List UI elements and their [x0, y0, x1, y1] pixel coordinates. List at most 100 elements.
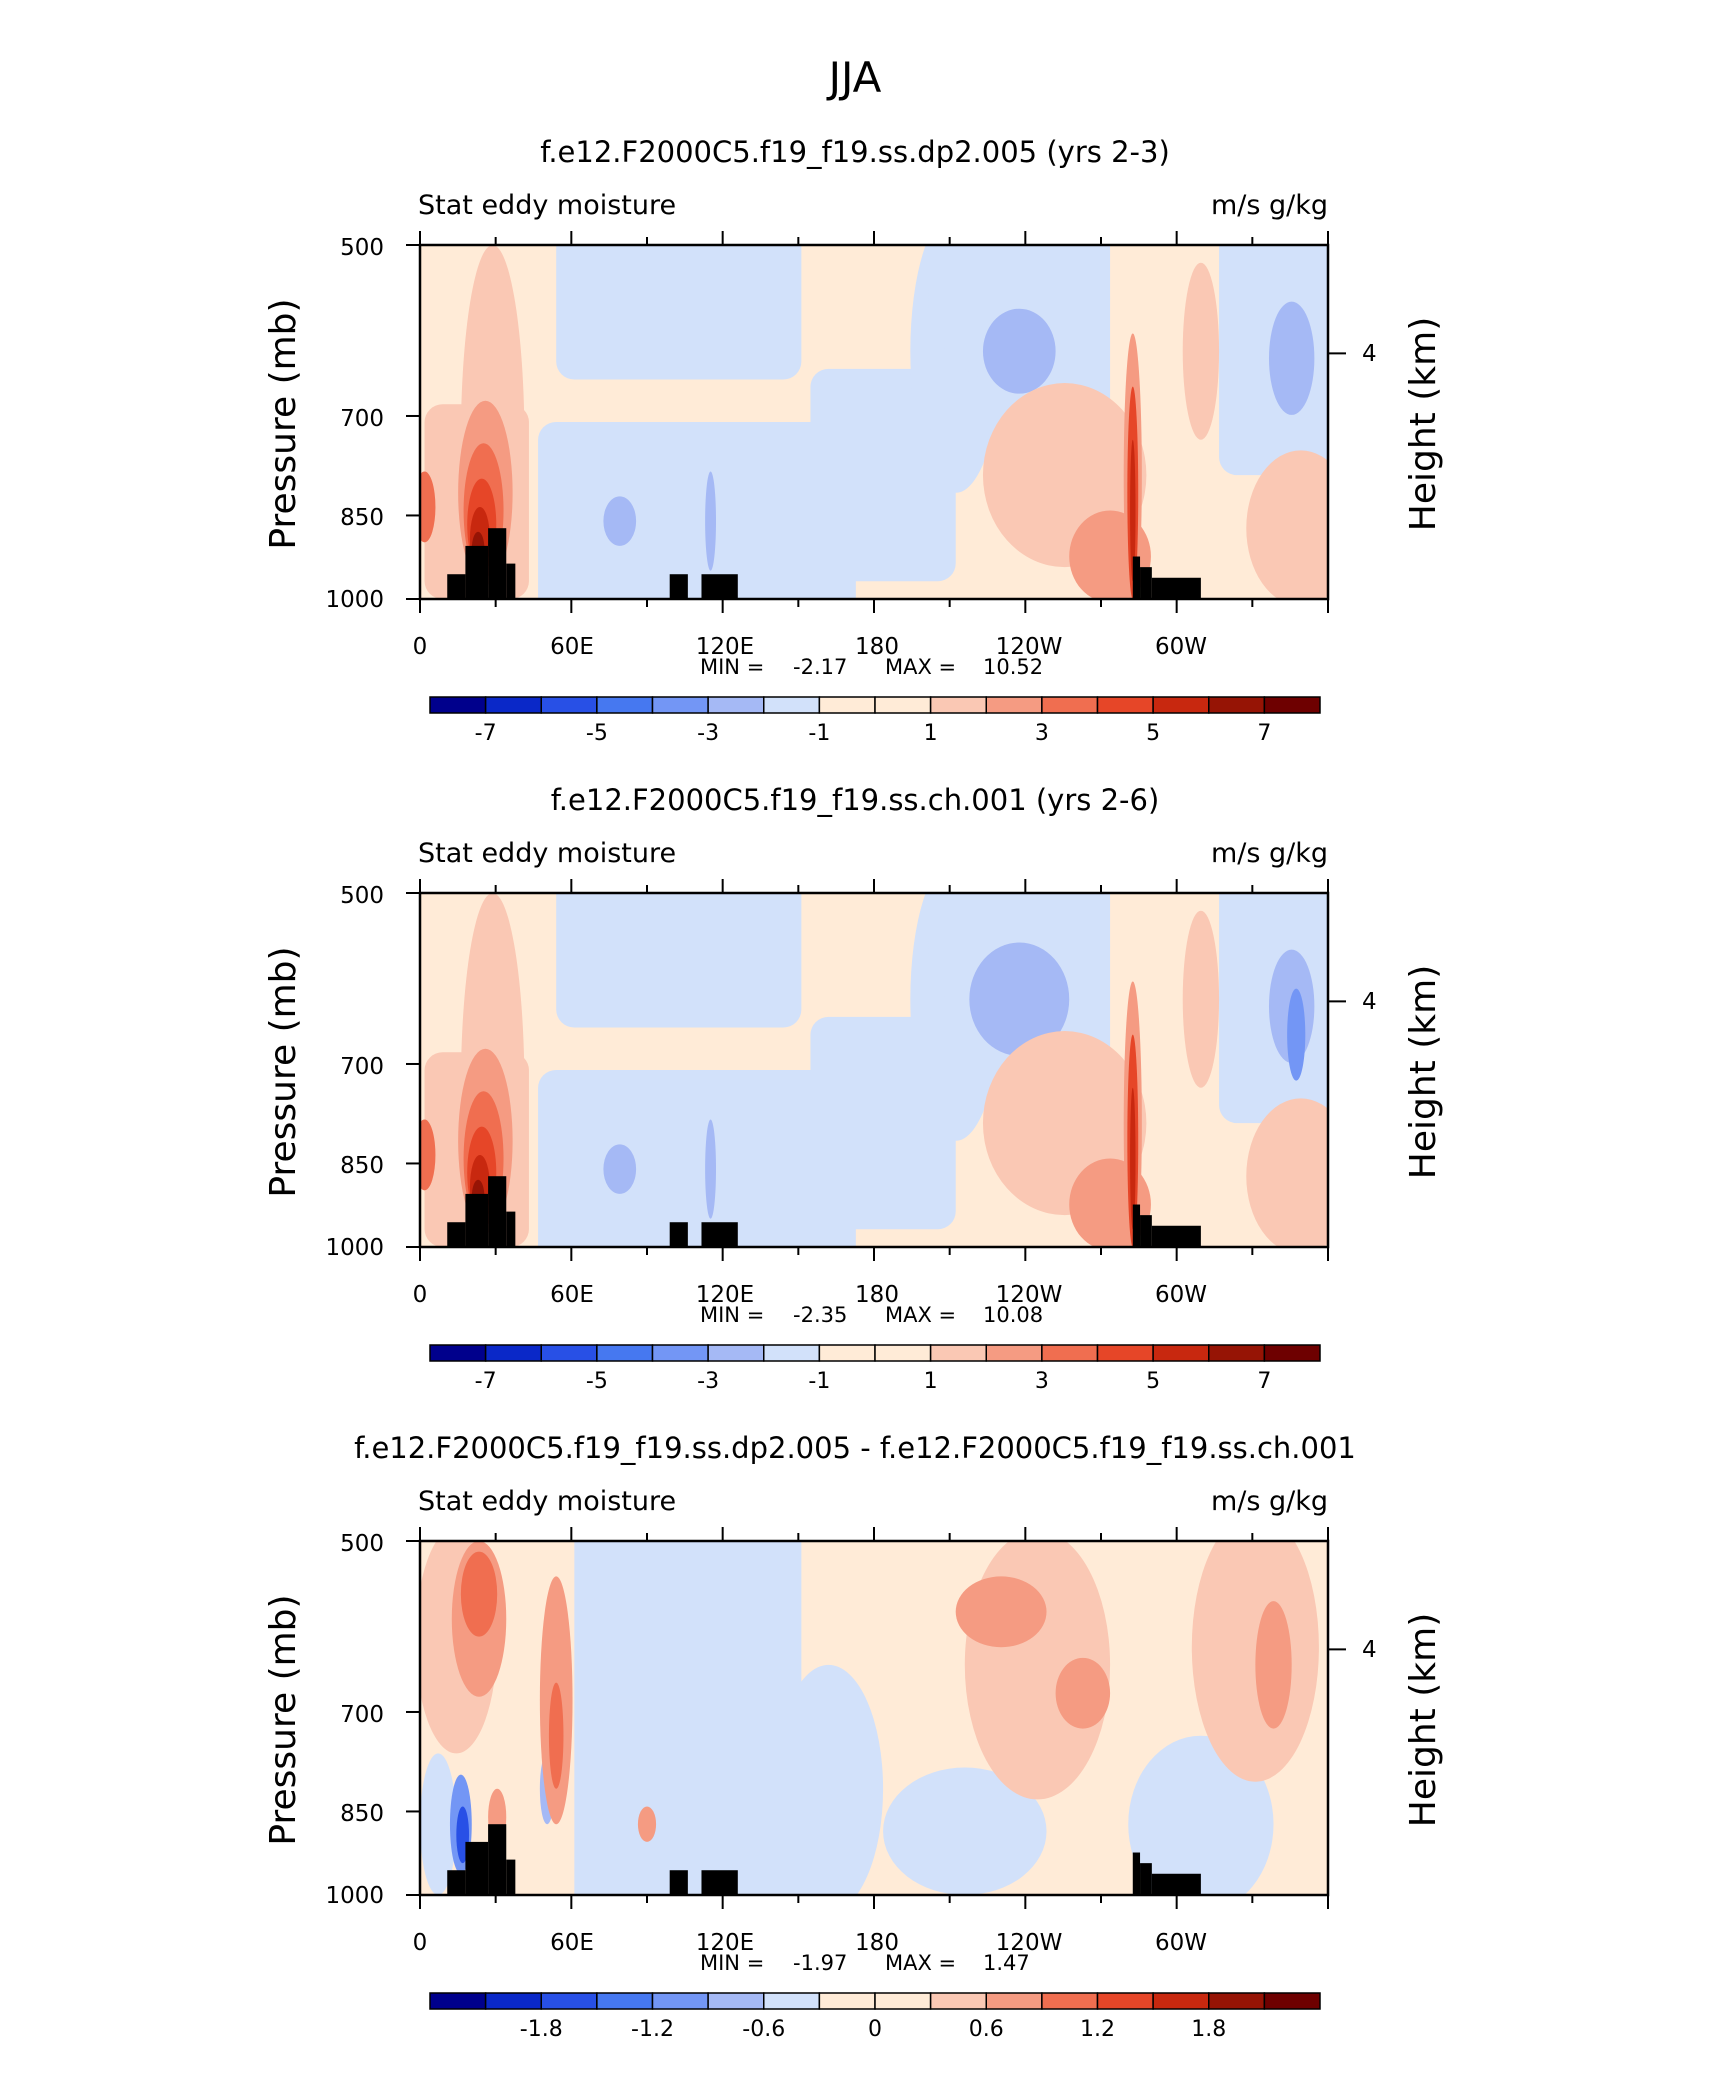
contour-region: [603, 496, 637, 546]
colorbar-swatch: [1041, 1344, 1099, 1362]
contour-plot: [406, 879, 1346, 1261]
colorbar-swatch: [707, 696, 765, 714]
colorbar-swatch: [540, 1992, 598, 2010]
contour-region: [574, 1541, 802, 1895]
left-label: Stat eddy moisture: [418, 838, 676, 869]
xtick-180: 180: [855, 1282, 899, 1308]
xtick-60w: 60W: [1155, 1282, 1207, 1308]
colorbar-label: 7: [1257, 1369, 1271, 1394]
colorbar-swatch: [429, 696, 487, 714]
colorbar-swatch: [1208, 1992, 1266, 2010]
colorbar-swatch: [1208, 1344, 1266, 1362]
contour-region: [1182, 910, 1220, 1088]
colorbar-swatch: [651, 696, 709, 714]
colorbar-label: 3: [1035, 721, 1049, 746]
y-axis-label: Pressure (mb): [263, 1594, 304, 1845]
topography-mask: [1132, 1852, 1141, 1895]
colorbar-label: 1: [924, 721, 938, 746]
ytick-700: 700: [340, 406, 384, 432]
xtick-0: 0: [413, 1282, 428, 1308]
ytick-850: 850: [340, 505, 384, 531]
stats-min: -1.97: [793, 1951, 847, 1975]
colorbar-swatch: [874, 1992, 932, 2010]
contour-region: [538, 422, 856, 599]
ytick2-4: 4: [1362, 1637, 1377, 1663]
topography-mask: [447, 574, 466, 599]
stats-max: 1.47: [983, 1951, 1030, 1975]
colorbar-swatch: [429, 1992, 487, 2010]
ytick2-4: 4: [1362, 341, 1377, 367]
xtick-180: 180: [855, 634, 899, 660]
left-label: Stat eddy moisture: [418, 190, 676, 221]
topography-mask: [1140, 1863, 1152, 1895]
colorbar-label: -1.2: [631, 2017, 674, 2042]
topography-mask: [465, 1841, 489, 1895]
colorbar-swatch: [874, 696, 932, 714]
colorbar-swatch: [1096, 696, 1154, 714]
colorbar-swatch: [1096, 1344, 1154, 1362]
xtick-60e: 60E: [550, 1930, 594, 1956]
topography-mask: [1151, 1873, 1201, 1895]
panel-2: f.e12.F2000C5.f19_f19.ss.ch.001 (yrs 2-6…: [263, 783, 1444, 1394]
colorbar-label: 1.8: [1191, 2017, 1226, 2042]
colorbar-swatch: [929, 1344, 987, 1362]
xtick-0: 0: [413, 634, 428, 660]
contour-region: [883, 1767, 1047, 1895]
ytick2-4: 4: [1362, 989, 1377, 1015]
xtick-180: 180: [855, 1930, 899, 1956]
xtick-120w: 120W: [996, 1930, 1063, 1956]
right-label: m/s g/kg: [1211, 190, 1328, 221]
xtick-60w: 60W: [1155, 1930, 1207, 1956]
colorbar: -7 -5 -3 -1 1 3 5 7: [429, 1344, 1321, 1394]
colorbar-label: 3: [1035, 1369, 1049, 1394]
contour-region: [637, 1806, 657, 1842]
colorbar-swatch: [596, 1992, 654, 2010]
colorbar-swatch: [540, 1344, 598, 1362]
contour-region: [1130, 439, 1136, 582]
xtick-60e: 60E: [550, 1282, 594, 1308]
ytick-1000: 1000: [325, 587, 384, 613]
contour-region: [1287, 988, 1306, 1081]
topography-mask: [1140, 1215, 1152, 1247]
colorbar-swatch: [651, 1344, 709, 1362]
topography-mask: [701, 574, 738, 599]
figure-title: JJA: [826, 53, 882, 102]
contour-region: [420, 1753, 457, 1895]
colorbar-swatch: [1152, 696, 1210, 714]
contour-region: [420, 1119, 436, 1191]
xtick-120w: 120W: [996, 1282, 1063, 1308]
colorbar-swatch: [1263, 1344, 1321, 1362]
topography-mask: [465, 1193, 489, 1247]
colorbar-label: 5: [1146, 1369, 1160, 1394]
colorbar: -1.8 -1.2 -0.6 0 0.6 1.2 1.8: [429, 1992, 1321, 2042]
xtick-120e: 120E: [696, 1930, 754, 1956]
topography-mask: [506, 563, 516, 599]
stats-max-label: MAX =: [885, 1303, 956, 1327]
topography-mask: [701, 1870, 738, 1895]
xtick-60w: 60W: [1155, 634, 1207, 660]
topography-mask: [447, 1222, 466, 1247]
colorbar-swatch: [651, 1992, 709, 2010]
y-axis-label-right: Height (km): [1403, 965, 1444, 1179]
colorbar-label: -5: [586, 1369, 608, 1394]
topography-mask: [669, 574, 688, 599]
y-axis-label-right: Height (km): [1403, 317, 1444, 531]
colorbar-swatch: [929, 696, 987, 714]
colorbar: -7 -5 -3 -1 1 3 5 7: [429, 696, 1321, 746]
contour-region: [982, 308, 1056, 394]
colorbar-swatch: [484, 1992, 542, 2010]
stats-min: -2.17: [793, 655, 847, 679]
topography-mask: [1132, 556, 1141, 599]
contour-region: [1182, 262, 1220, 440]
colorbar-swatch: [707, 1344, 765, 1362]
contour-region: [538, 1070, 856, 1247]
topography-mask: [1140, 567, 1152, 599]
colorbar-label: 0.6: [969, 2017, 1004, 2042]
colorbar-swatch: [1263, 696, 1321, 714]
contour-region: [556, 893, 802, 1028]
colorbar-label: -7: [475, 1369, 497, 1394]
contour-region: [774, 1664, 884, 1895]
contour-region: [1246, 1098, 1328, 1247]
ytick-700: 700: [340, 1054, 384, 1080]
colorbar-swatch: [1041, 1992, 1099, 2010]
